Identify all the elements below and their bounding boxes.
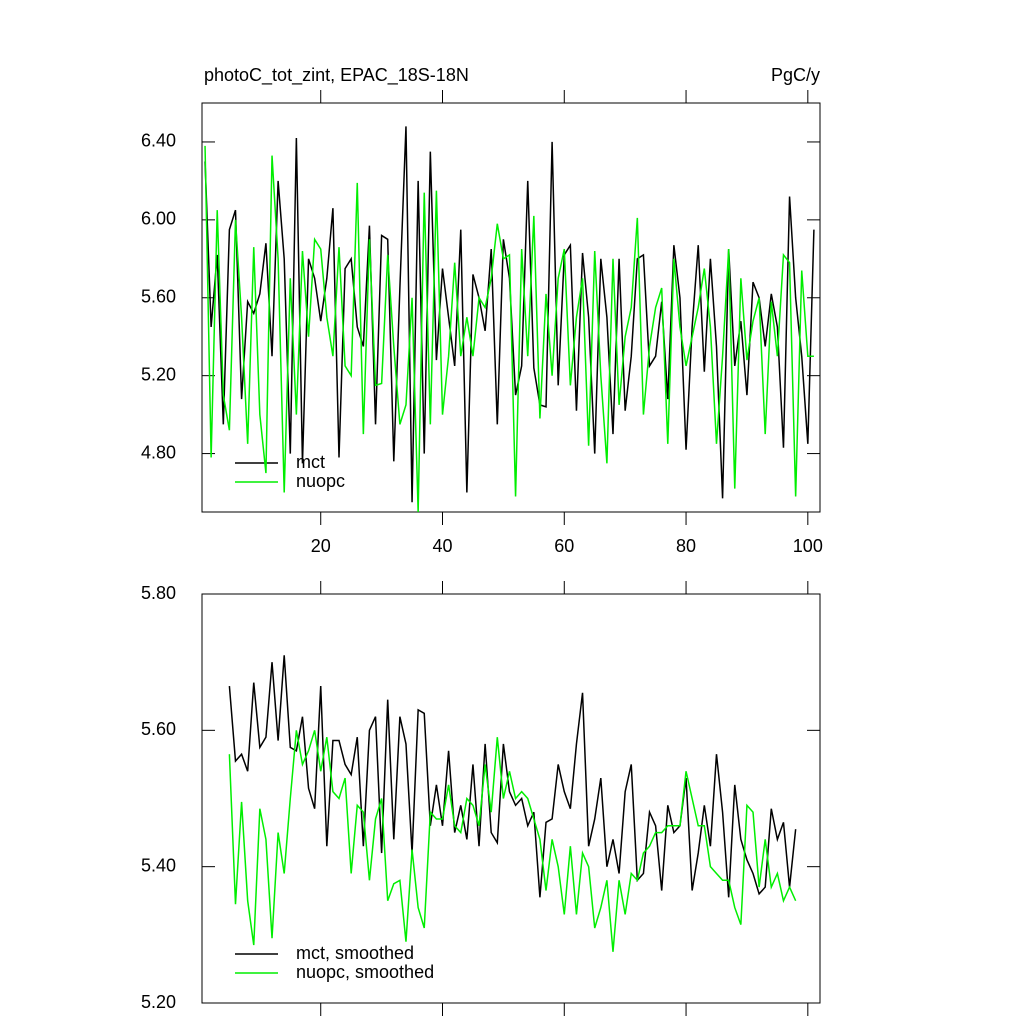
legend-label: nuopc, smoothed [296, 962, 434, 982]
data-line [204, 126, 815, 503]
units-label: PgC/y [771, 65, 820, 85]
y-tick-label: 5.60 [141, 287, 176, 307]
legend-label: nuopc [296, 471, 345, 491]
y-tick-label: 5.20 [141, 992, 176, 1012]
chart-title: photoC_tot_zint, EPAC_18S-18N [204, 65, 469, 86]
x-tick-label: 20 [311, 536, 331, 556]
y-tick-label: 4.80 [141, 442, 176, 462]
data-line [228, 730, 797, 952]
x-tick-label: 80 [676, 536, 696, 556]
y-tick-label: 5.80 [141, 583, 176, 603]
data-line [204, 145, 814, 513]
legend-label: mct [296, 452, 325, 472]
x-tick-label: 60 [554, 536, 574, 556]
plot-frame [201, 593, 821, 1004]
y-tick-label: 5.40 [141, 855, 176, 875]
x-tick-label: 100 [793, 536, 823, 556]
y-tick-label: 5.60 [141, 719, 176, 739]
y-tick-label: 6.40 [141, 131, 176, 151]
plot-frame [201, 102, 821, 513]
x-tick-label: 40 [432, 536, 452, 556]
y-tick-label: 6.00 [141, 209, 176, 229]
y-tick-label: 5.20 [141, 364, 176, 384]
data-line [228, 655, 797, 898]
legend-label: mct, smoothed [296, 943, 414, 963]
